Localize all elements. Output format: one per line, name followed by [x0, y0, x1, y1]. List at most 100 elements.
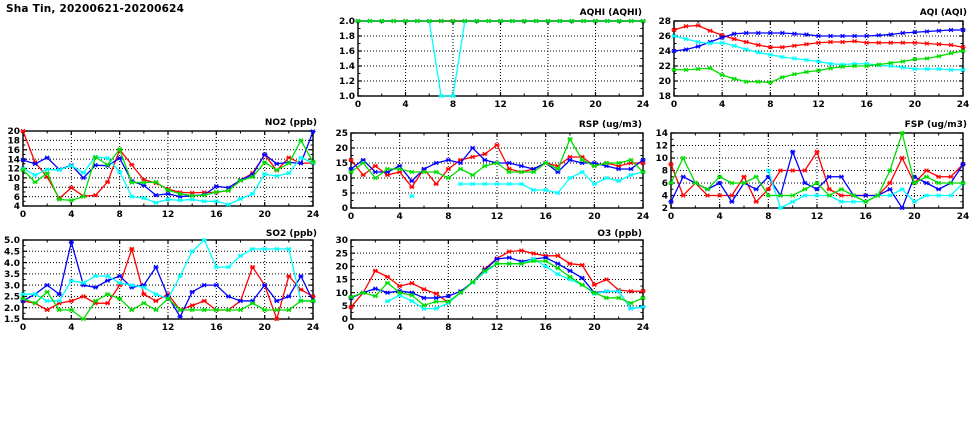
data-point: [640, 169, 646, 175]
x-tick-label: 4: [397, 212, 403, 222]
data-point: [32, 179, 38, 185]
data-point: [671, 27, 677, 33]
data-point: [888, 40, 894, 46]
data-point: [286, 273, 292, 279]
y-tick-label: 0: [342, 315, 348, 325]
data-point: [177, 191, 183, 197]
data-point: [201, 237, 207, 243]
x-tick-label: 20: [588, 212, 601, 222]
data-point: [616, 289, 622, 294]
data-point: [92, 273, 99, 279]
data-point: [603, 295, 610, 301]
x-tick-label: 4: [402, 100, 408, 110]
data-point: [814, 180, 820, 186]
x-tick-label: 24: [637, 212, 650, 222]
data-point: [506, 169, 512, 175]
data-point: [384, 274, 391, 280]
x-tick-label: 20: [258, 210, 271, 220]
data-point: [433, 306, 439, 311]
data-point: [141, 300, 147, 306]
data-point: [567, 175, 573, 181]
chart-panel-so2: SO2 (ppb) 1.5 2.0 2.5 3.0 3.5 4.0 4.5 5.0 0 4 8 12 1…: [0, 229, 325, 341]
data-point: [189, 303, 195, 308]
data-point: [628, 306, 634, 311]
data-point: [262, 160, 268, 165]
data-point: [372, 163, 378, 169]
data-point: [201, 307, 207, 313]
data-point: [888, 32, 894, 37]
data-point: [462, 18, 468, 24]
data-point: [177, 314, 183, 320]
series-series4: [671, 48, 966, 85]
series-series1: [671, 23, 966, 50]
data-point: [557, 18, 563, 24]
data-point: [863, 193, 869, 198]
data-point: [960, 27, 966, 33]
x-tick-label: 0: [671, 100, 677, 110]
data-point: [165, 296, 171, 301]
data-point: [555, 190, 561, 196]
data-point: [753, 174, 759, 180]
data-point: [274, 167, 280, 173]
data-point: [960, 67, 966, 73]
x-tick-label: 20: [589, 100, 602, 110]
data-point: [426, 18, 432, 24]
data-point: [80, 170, 87, 176]
y-tick-label: 12: [7, 165, 20, 175]
data-point: [948, 180, 954, 186]
data-point: [165, 197, 171, 202]
data-point: [603, 289, 610, 294]
data-point: [213, 307, 219, 313]
data-point: [743, 30, 749, 36]
data-point: [20, 157, 26, 163]
data-point: [887, 180, 893, 186]
x-tick-label: 24: [637, 100, 650, 110]
data-point: [32, 172, 38, 178]
data-point: [104, 155, 111, 161]
data-point: [92, 192, 99, 198]
series-series4: [20, 289, 316, 322]
data-point: [262, 307, 268, 313]
data-point: [704, 193, 711, 198]
data-point: [470, 279, 476, 285]
chart-svg-aqhi: 1.0 1.2 1.4 1.6 1.8 2.0 0 4 8 12 16 20 24: [339, 17, 650, 110]
data-point: [104, 273, 111, 279]
data-point: [384, 290, 391, 295]
data-point: [887, 186, 893, 192]
data-point: [80, 316, 87, 322]
data-point: [755, 30, 761, 36]
data-point: [409, 169, 415, 175]
x-tick-label: 24: [307, 210, 320, 220]
data-point: [900, 40, 906, 46]
data-point: [117, 155, 123, 161]
data-point: [779, 44, 785, 50]
data-point: [20, 296, 26, 301]
data-point: [777, 168, 784, 173]
chart-panel-no2: NO2 (ppb) 4 6 8 10 12 14 16 18 20 0 4 8 12 16 20 24: [0, 118, 325, 228]
series-series4: [348, 258, 646, 308]
y-tick-label: 20: [335, 263, 348, 273]
data-point: [225, 294, 232, 299]
data-point: [518, 248, 524, 253]
data-point: [177, 198, 183, 203]
data-point: [177, 307, 183, 313]
data-point: [433, 295, 439, 301]
data-point: [741, 174, 747, 180]
data-point: [141, 180, 147, 185]
y-tick-label: 6: [662, 179, 668, 189]
data-point: [56, 307, 62, 313]
data-point: [20, 291, 26, 297]
y-tick-label: 1.6: [339, 47, 355, 57]
data-point: [579, 169, 585, 175]
data-point: [372, 169, 378, 175]
x-tick-label: 16: [210, 210, 223, 220]
data-point: [864, 33, 870, 39]
data-point: [372, 293, 378, 299]
data-point: [56, 298, 62, 304]
data-point: [827, 65, 834, 71]
data-point: [803, 32, 810, 37]
x-tick-label: 12: [491, 212, 504, 222]
data-point: [852, 33, 858, 39]
data-point: [852, 38, 858, 44]
series-series3: [409, 169, 646, 199]
